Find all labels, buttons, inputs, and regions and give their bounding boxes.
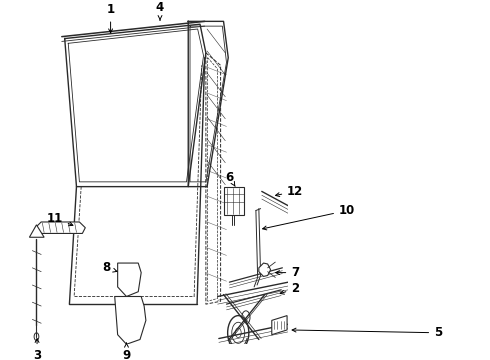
Text: 1: 1 xyxy=(106,3,115,33)
Circle shape xyxy=(120,303,125,313)
Text: 6: 6 xyxy=(225,171,235,186)
Polygon shape xyxy=(118,263,141,297)
Polygon shape xyxy=(259,263,270,276)
Text: 10: 10 xyxy=(263,204,355,230)
Circle shape xyxy=(125,280,131,290)
Text: 8: 8 xyxy=(102,261,117,274)
Text: 4: 4 xyxy=(156,1,164,20)
Polygon shape xyxy=(223,186,244,215)
Polygon shape xyxy=(272,316,287,335)
Circle shape xyxy=(34,333,39,341)
Circle shape xyxy=(132,320,138,330)
Circle shape xyxy=(129,268,135,278)
Circle shape xyxy=(228,316,249,350)
Text: 12: 12 xyxy=(275,185,303,198)
Polygon shape xyxy=(35,222,85,233)
Circle shape xyxy=(242,311,250,324)
Text: 7: 7 xyxy=(276,266,299,279)
Circle shape xyxy=(121,322,126,332)
Text: 2: 2 xyxy=(280,282,299,295)
Polygon shape xyxy=(115,297,146,344)
Text: 5: 5 xyxy=(292,326,442,339)
Circle shape xyxy=(131,303,137,313)
Polygon shape xyxy=(29,225,44,237)
Circle shape xyxy=(232,322,245,343)
Text: 11: 11 xyxy=(47,212,73,226)
Text: 9: 9 xyxy=(122,343,131,360)
Text: 3: 3 xyxy=(33,338,41,360)
Circle shape xyxy=(235,328,241,338)
Circle shape xyxy=(121,268,126,278)
